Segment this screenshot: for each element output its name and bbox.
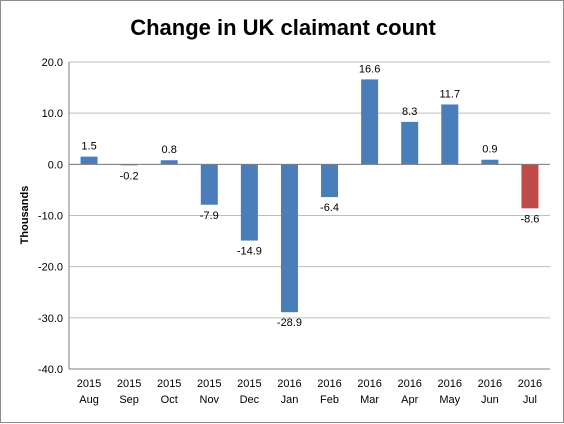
chart-title: Change in UK claimant count [130,15,436,40]
x-tick-month: Apr [401,394,418,406]
x-tick-year: 2016 [397,378,421,390]
x-tick-month: Aug [79,394,99,406]
bar [200,164,218,205]
data-labels: 1.5 -0.2 0.8 -7.9 -14.9 -28.9 -6.4 16.6 8.3 11.7 0… [81,63,539,329]
gridlines [69,61,550,370]
data-label: 11.7 [439,88,460,100]
bar [160,160,178,165]
data-label: -7.9 [200,210,219,222]
y-tick-label: -40.0 [38,364,63,376]
y-axis-ticks: 20.0 10.0 0.0 -10.0 -20.0 -30.0 -40.0 [38,57,63,376]
y-axis-label: Thousands [19,186,31,245]
data-label: 0.8 [162,144,177,156]
bar [401,121,419,165]
data-label: -28.9 [277,317,302,329]
data-label: -6.4 [320,202,339,214]
x-tick-month: May [439,394,460,406]
y-tick-label: 0.0 [48,159,63,171]
y-tick-label: 10.0 [42,108,63,120]
bar [441,104,459,165]
bar [120,164,138,166]
x-tick-year: 2016 [438,378,462,390]
bar [481,159,499,165]
y-tick-label: -30.0 [38,313,63,325]
data-label: 1.5 [81,141,96,153]
x-tick-year: 2016 [277,378,301,390]
x-tick-year: 2015 [77,378,101,390]
bar [80,156,98,165]
bar [321,164,339,198]
x-tick-month: Jun [481,394,499,406]
bar [240,164,258,241]
x-tick-year: 2016 [518,378,542,390]
x-tick-year: 2015 [237,378,261,390]
x-tick-month: Nov [200,394,220,406]
x-tick-year: 2015 [197,378,221,390]
x-tick-year: 2016 [357,378,381,390]
x-tick-month: Sep [119,394,139,406]
y-tick-label: 20.0 [42,57,63,69]
x-tick-month: Mar [360,394,379,406]
bar [280,164,298,313]
x-tick-month: Feb [320,394,339,406]
axes [68,62,550,370]
x-tick-year: 2016 [478,378,502,390]
data-label: -0.2 [120,170,139,182]
data-label: 8.3 [402,106,417,118]
bars [80,79,539,313]
data-label: 16.6 [359,63,380,75]
x-tick-month: Jul [523,394,537,406]
y-tick-label: -20.0 [38,262,63,274]
y-tick-label: -10.0 [38,211,63,223]
x-tick-year: 2015 [157,378,181,390]
data-label: -14.9 [237,246,262,258]
x-tick-month: Jan [281,394,299,406]
bar [521,164,539,209]
x-tick-month: Dec [240,394,260,406]
data-label: -8.6 [520,213,539,225]
x-tick-year: 2016 [317,378,341,390]
x-tick-year: 2015 [117,378,141,390]
data-label: 0.9 [482,144,497,156]
bar [361,79,379,165]
x-tick-month: Oct [161,394,178,406]
x-axis-ticks: 2015 Aug 2015 Sep 2015 Oct 2015 Nov 2015 Dec 2016 J… [77,378,542,406]
